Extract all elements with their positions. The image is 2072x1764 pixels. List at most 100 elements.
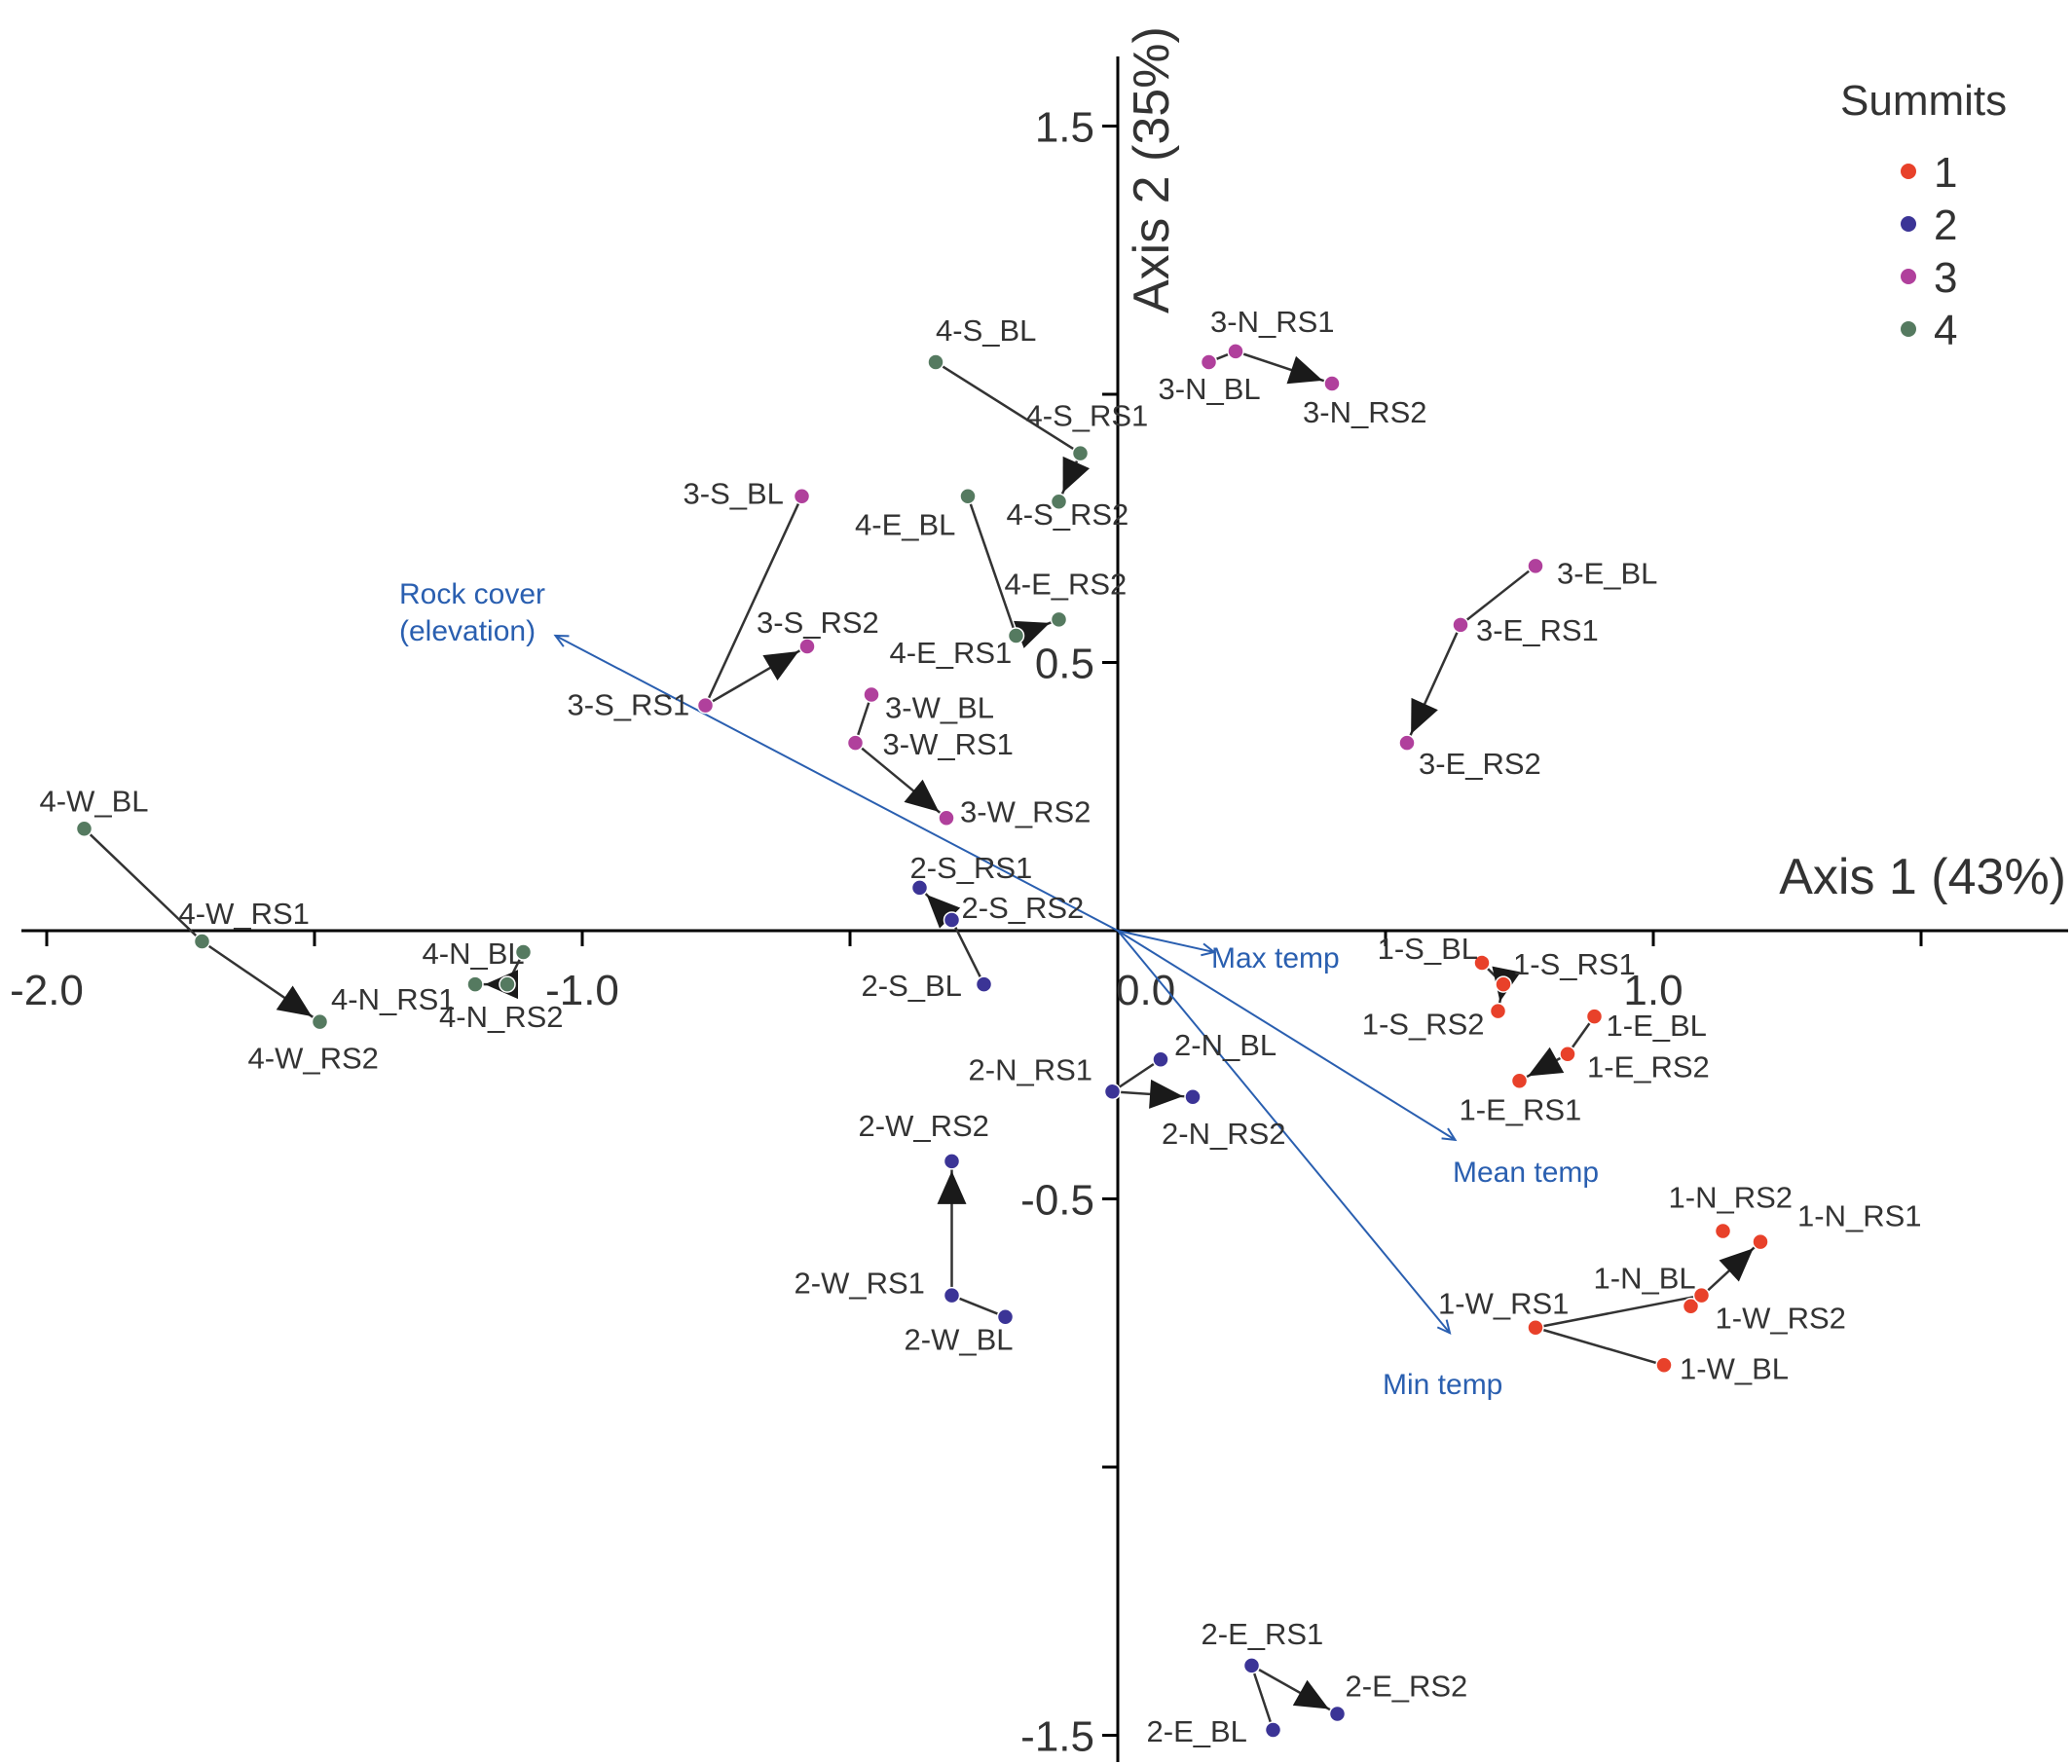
point-label: 3-E_RS2 [1419, 747, 1541, 781]
legend-marker [1901, 216, 1916, 232]
point-label: 2-N_BL [1174, 1028, 1276, 1062]
data-point [1495, 975, 1512, 993]
data-point [1328, 1705, 1347, 1723]
point-label: 2-N_RS1 [969, 1052, 1093, 1086]
point-label: 3-W_BL [885, 691, 994, 725]
data-point [846, 734, 865, 752]
point-label: 3-E_RS1 [1476, 613, 1599, 647]
data-point [975, 975, 993, 993]
data-point [514, 943, 533, 961]
trajectory-arrowhead [926, 894, 961, 929]
data-point [1655, 1356, 1673, 1375]
legend-marker [1901, 164, 1916, 179]
trajectory-arrowhead [276, 985, 313, 1017]
trajectory-segment [83, 827, 204, 942]
point-label: 2-S_RS1 [910, 851, 1033, 885]
data-point [1473, 954, 1491, 972]
vector-line [555, 635, 1119, 932]
vector-line [1117, 930, 1457, 1141]
data-point [1585, 1008, 1604, 1025]
point-label: 1-W_RS1 [1438, 1287, 1569, 1321]
point-label: 2-W_RS2 [859, 1109, 989, 1143]
trajectory-segment [1250, 1665, 1275, 1731]
trajectory-segment [1460, 565, 1536, 626]
trajectory-arrowhead [937, 1170, 967, 1204]
data-point [1559, 1045, 1576, 1063]
data-point [1007, 627, 1025, 644]
data-point [798, 638, 816, 655]
point-label: 1-E_RS1 [1460, 1092, 1582, 1126]
trajectory-segment [950, 919, 985, 985]
trajectory-arrowhead [904, 779, 940, 812]
vector-line [1117, 930, 1215, 954]
trajectory-segment [951, 1294, 1006, 1318]
vector-arrow [553, 634, 570, 647]
vector-arrow [1436, 1319, 1452, 1336]
data-point [1152, 1050, 1169, 1068]
point-label: 4-W_RS2 [248, 1042, 379, 1076]
data-point [1692, 1286, 1711, 1305]
data-points [75, 343, 1769, 1739]
data-point [311, 1012, 329, 1031]
point-label: 3-S_RS2 [757, 606, 879, 640]
point-label: 3-S_RS1 [568, 688, 690, 722]
data-point [793, 487, 811, 505]
data-point [193, 933, 211, 950]
trajectory-arrowhead [1528, 1047, 1565, 1077]
point-label: 3-W_RS2 [960, 794, 1091, 828]
data-point [910, 879, 929, 897]
x-tick-label: -1.0 [545, 967, 619, 1014]
legend-title: Summits [1840, 77, 2007, 125]
data-point [1242, 1657, 1261, 1674]
point-label: 4-N_RS1 [331, 982, 456, 1016]
data-point [996, 1307, 1015, 1326]
legend-marker [1901, 321, 1916, 337]
point-label: 3-N_BL [1159, 372, 1261, 406]
point-label: 3-S_BL [684, 477, 784, 511]
data-point [1264, 1721, 1282, 1739]
point-label: 1-N_RS1 [1797, 1199, 1922, 1233]
trajectory-segment [935, 360, 1082, 455]
data-point [1489, 1002, 1507, 1020]
trajectory-segment [966, 496, 1018, 637]
vector-arrow [1441, 1127, 1458, 1142]
point-label: 1-E_BL [1607, 1009, 1707, 1043]
data-point [927, 353, 944, 371]
legend-marker [1901, 269, 1916, 284]
point-label: 1-N_BL [1594, 1262, 1696, 1296]
point-label: 1-S_BL [1378, 932, 1478, 966]
point-label: 3-W_RS1 [883, 727, 1014, 761]
data-point [1184, 1088, 1202, 1106]
data-point [943, 911, 961, 929]
data-point [499, 975, 516, 993]
point-label: 2-E_RS2 [1346, 1669, 1468, 1703]
point-label: 4-S_BL [936, 313, 1036, 348]
data-point [1752, 1232, 1769, 1251]
data-point [1050, 493, 1068, 510]
point-label: 4-S_RS1 [1026, 399, 1149, 433]
vector-label: (elevation) [399, 615, 536, 647]
data-point [1227, 343, 1244, 360]
point-label: 1-S_RS1 [1513, 947, 1636, 981]
point-label: 1-W_RS2 [1716, 1302, 1846, 1336]
trajectories [83, 349, 1761, 1731]
point-label: 2-W_BL [905, 1323, 1014, 1357]
point-label: 4-N_BL [423, 937, 525, 971]
point-label: 4-E_RS2 [1005, 567, 1128, 601]
vector-arrow [1201, 942, 1217, 957]
data-point [959, 487, 977, 505]
point-label: 2-S_RS2 [962, 891, 1085, 925]
data-point [466, 975, 484, 993]
x-axis-title: Axis 1 (43%) [1779, 849, 2066, 905]
data-point [696, 696, 715, 715]
data-point [943, 1153, 961, 1170]
vector-label: Max temp [1211, 942, 1340, 974]
point-label: 4-S_RS2 [1007, 497, 1129, 532]
trajectory-arrowhead [1062, 456, 1091, 494]
x-tick-label: -2.0 [10, 967, 84, 1014]
data-point [1398, 734, 1416, 752]
data-point [1527, 1318, 1544, 1337]
point-label: 2-N_RS2 [1162, 1117, 1286, 1151]
data-point [1682, 1297, 1700, 1315]
point-label: 2-S_BL [862, 969, 962, 1003]
